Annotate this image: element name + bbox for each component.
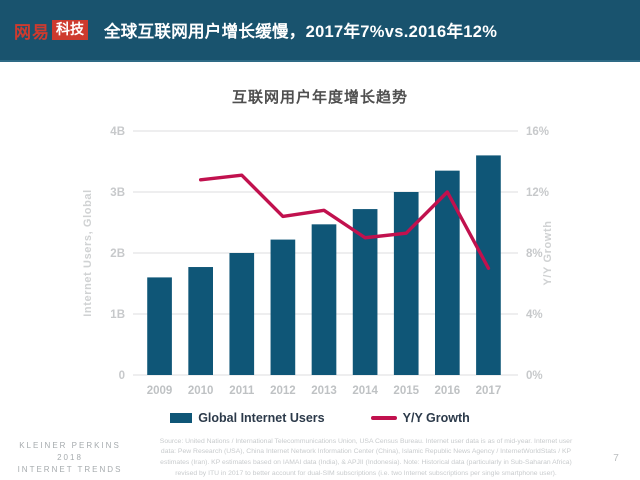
left-axis-tick: 2B	[110, 248, 125, 260]
legend-item-growth: Y/Y Growth	[370, 411, 470, 425]
x-axis-label-2010: 2010	[188, 385, 214, 397]
right-axis-title: Y/Y Growth	[542, 220, 554, 285]
source-line: revised by ITU in 2017 to better account…	[175, 469, 557, 477]
right-axis-tick: 8%	[526, 248, 543, 260]
chart-area: 互联网用户年度增长趋势 0 0% 1B 4% 2B 8% 3B 12% 4B 16% 2009 201…	[0, 86, 640, 425]
x-axis-label-2013: 2013	[311, 385, 337, 397]
header-bar: 网易 科技 全球互联网用户增长缓慢，2017年7%vs.2016年12%	[0, 0, 640, 62]
bar-swatch-icon	[170, 413, 193, 423]
tech-logo-badge: 科技	[52, 20, 88, 40]
x-axis-label-2011: 2011	[229, 385, 255, 397]
x-axis-label-2015: 2015	[393, 385, 419, 397]
left-axis-title: Internet Users, Global	[82, 189, 94, 317]
x-axis-label-2012: 2012	[270, 385, 296, 397]
chart: 0 0% 1B 4% 2B 8% 3B 12% 4B 16% 2009 2010 2011 2012 201…	[77, 109, 563, 409]
yy-growth-line	[198, 173, 491, 270]
legend-item-users: Global Internet Users	[170, 411, 325, 425]
brand-line: KLEINER PERKINS	[19, 441, 121, 450]
line-swatch-icon	[370, 416, 397, 420]
left-axis-tick: 0	[119, 370, 125, 382]
bar-2010	[188, 267, 213, 375]
chart-canvas: 0 0% 1B 4% 2B 8% 3B 12% 4B 16% 2009 2010 2011 2012 201…	[82, 126, 554, 397]
bar-2013	[311, 224, 337, 375]
chart-legend: Global Internet Users Y/Y Growth	[0, 411, 640, 425]
footer: KLEINER PERKINS 2018 INTERNET TRENDS Sou…	[0, 436, 640, 480]
netease-tech-logo: 网易 科技	[14, 18, 88, 43]
left-axis-tick: 3B	[110, 187, 125, 199]
source-line: estimates (Iran). KP estimates based on …	[160, 459, 572, 466]
source-line: Source: United Nations / International T…	[159, 437, 573, 445]
source-line: data: Pew Research (USA), China Internet…	[160, 448, 572, 456]
legend-label-growth: Y/Y Growth	[402, 411, 470, 425]
left-axis-tick: 1B	[110, 309, 125, 321]
x-axis-label-2014: 2014	[352, 385, 378, 397]
bar-2015	[393, 192, 419, 375]
right-axis-tick: 0%	[526, 370, 543, 382]
bar-2011	[229, 253, 255, 375]
right-axis-tick: 12%	[526, 187, 549, 199]
bar-2009	[147, 277, 172, 375]
bar-2012	[270, 239, 296, 375]
brand-line: INTERNET TRENDS	[17, 465, 123, 474]
x-axis-label-2017: 2017	[476, 385, 502, 397]
legend-label-users: Global Internet Users	[198, 411, 325, 425]
page-number: 7	[613, 452, 619, 464]
brand-block: KLEINER PERKINS 2018 INTERNET TRENDS	[0, 440, 140, 476]
right-axis-tick: 16%	[526, 126, 549, 138]
x-axis-label-2009: 2009	[147, 385, 173, 397]
left-axis-tick: 4B	[110, 126, 125, 138]
brand-line: 2018	[57, 453, 83, 462]
chart-title: 互联网用户年度增长趋势	[231, 89, 408, 106]
page-title: 全球互联网用户增长缓慢，2017年7%vs.2016年12%	[104, 23, 498, 41]
x-axis-label-2016: 2016	[435, 385, 461, 397]
netease-logo-text: 网易	[14, 22, 50, 42]
source-note: Source: United Nations / International T…	[140, 437, 592, 479]
right-axis-tick: 4%	[526, 309, 543, 321]
